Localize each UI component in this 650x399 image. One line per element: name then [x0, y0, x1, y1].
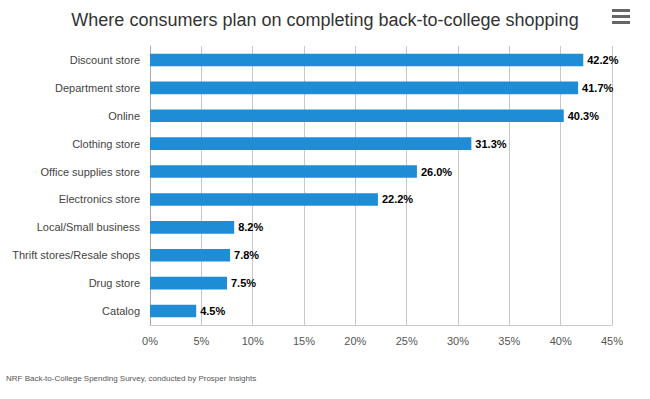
svg-text:40%: 40% — [550, 335, 572, 347]
svg-text:NRF Back-to-College Spending S: NRF Back-to-College Spending Survey, con… — [6, 374, 256, 383]
svg-text:30%: 30% — [447, 335, 469, 347]
svg-text:Discount store: Discount store — [70, 54, 140, 66]
svg-text:41.7%: 41.7% — [582, 82, 613, 94]
svg-text:Electronics store: Electronics store — [59, 193, 140, 205]
svg-text:42.2%: 42.2% — [587, 54, 618, 66]
svg-text:4.5%: 4.5% — [200, 305, 225, 317]
svg-text:Local/Small business: Local/Small business — [37, 221, 141, 233]
svg-text:Thrift stores/Resale shops: Thrift stores/Resale shops — [12, 249, 140, 261]
svg-text:10%: 10% — [242, 335, 264, 347]
svg-text:Clothing store: Clothing store — [72, 138, 140, 150]
svg-text:7.5%: 7.5% — [231, 277, 256, 289]
svg-text:5%: 5% — [193, 335, 209, 347]
svg-text:35%: 35% — [498, 335, 520, 347]
svg-text:Catalog: Catalog — [102, 305, 140, 317]
svg-text:26.0%: 26.0% — [421, 166, 452, 178]
svg-text:25%: 25% — [396, 335, 418, 347]
svg-text:8.2%: 8.2% — [238, 221, 263, 233]
svg-text:Online: Online — [108, 110, 140, 122]
svg-text:Drug store: Drug store — [89, 277, 140, 289]
svg-text:Office supplies store: Office supplies store — [41, 166, 140, 178]
svg-text:45%: 45% — [601, 335, 623, 347]
svg-text:Department store: Department store — [55, 82, 140, 94]
svg-text:Where consumers plan on comple: Where consumers plan on completing back-… — [71, 10, 578, 30]
svg-text:0%: 0% — [142, 335, 158, 347]
svg-text:20%: 20% — [344, 335, 366, 347]
svg-text:40.3%: 40.3% — [568, 110, 599, 122]
svg-text:22.2%: 22.2% — [382, 193, 413, 205]
svg-text:15%: 15% — [293, 335, 315, 347]
svg-text:31.3%: 31.3% — [475, 138, 506, 150]
svg-text:7.8%: 7.8% — [234, 249, 259, 261]
